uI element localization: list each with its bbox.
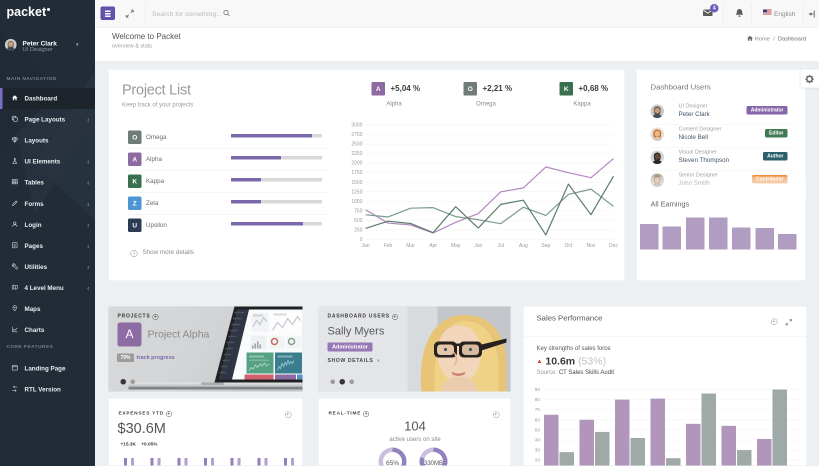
svg-text:Feb: Feb: [384, 243, 393, 249]
svg-text:Nov: Nov: [587, 243, 596, 249]
svg-text:70: 70: [535, 407, 541, 413]
svg-text:1750: 1750: [351, 170, 362, 176]
svg-text:1500: 1500: [351, 180, 362, 186]
svg-text:Aug: Aug: [519, 243, 528, 249]
svg-text:Jul: Jul: [498, 243, 504, 249]
svg-text:Apr: Apr: [429, 243, 437, 249]
svg-text:0: 0: [360, 237, 363, 243]
svg-text:30: 30: [535, 448, 541, 454]
svg-text:250: 250: [354, 227, 363, 233]
svg-text:Dec: Dec: [609, 243, 618, 249]
svg-text:Jun: Jun: [474, 243, 482, 249]
svg-text:Sep: Sep: [541, 243, 550, 249]
svg-text:2000: 2000: [351, 161, 362, 167]
svg-text:40: 40: [535, 438, 541, 444]
svg-text:1250: 1250: [351, 189, 362, 195]
svg-text:90: 90: [535, 387, 541, 393]
svg-text:2500: 2500: [351, 142, 362, 148]
svg-text:1000: 1000: [351, 199, 362, 205]
svg-text:Mar: Mar: [406, 243, 415, 249]
svg-text:60: 60: [535, 417, 541, 423]
svg-text:Jan: Jan: [361, 243, 369, 249]
svg-text:2250: 2250: [351, 151, 362, 157]
svg-text:20: 20: [535, 458, 541, 464]
svg-text:50: 50: [535, 427, 541, 433]
svg-text:2750: 2750: [351, 132, 362, 138]
svg-text:3000: 3000: [351, 123, 362, 129]
svg-text:750: 750: [354, 208, 363, 214]
svg-text:500: 500: [354, 218, 363, 224]
svg-text:80: 80: [535, 397, 541, 403]
svg-text:May: May: [451, 243, 461, 249]
svg-text:Oct: Oct: [565, 243, 573, 249]
